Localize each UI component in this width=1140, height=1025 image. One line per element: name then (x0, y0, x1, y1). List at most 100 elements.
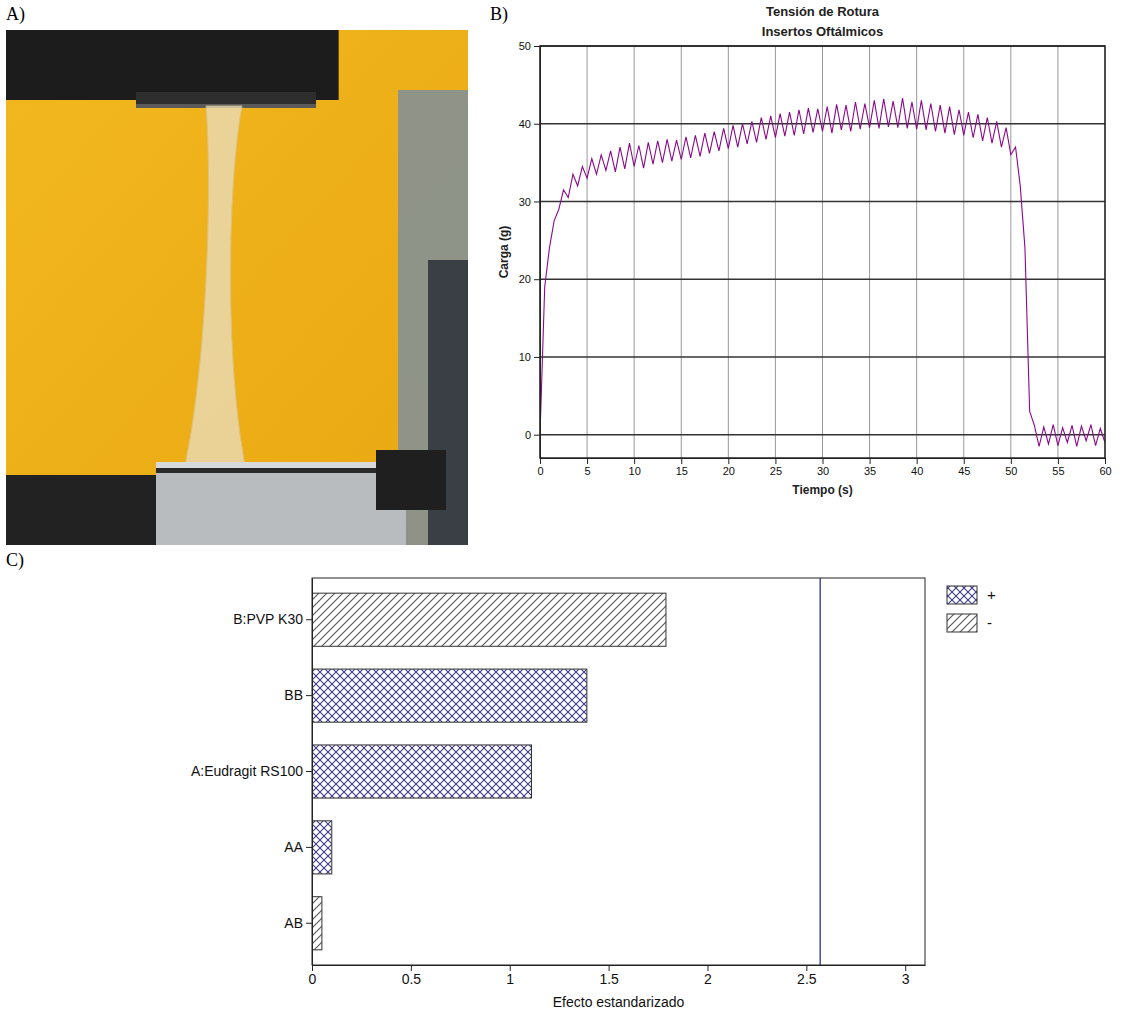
grid-line-y (540, 278, 1105, 280)
bar (312, 821, 332, 874)
tick-mark (870, 458, 871, 464)
grid-line-x (587, 46, 588, 458)
tick-label: 30 (817, 465, 829, 477)
tick: 30 (817, 458, 829, 477)
tick-label: A:Eudragit RS100 (191, 763, 303, 779)
tick-mark (540, 458, 541, 464)
tick: 25 (770, 458, 782, 477)
grid-line-x (963, 46, 964, 458)
bar (312, 593, 666, 646)
film-strip (184, 106, 246, 470)
tick-label: B:PVP K30 (233, 611, 303, 627)
tick-label: AA (284, 839, 303, 855)
grid-line-y (540, 201, 1105, 203)
grid-line-y (540, 434, 1105, 436)
tick-label: 20 (519, 273, 531, 285)
tick: 20 (519, 273, 540, 285)
tick: A:Eudragit RS100 (191, 763, 312, 779)
x-axis-title: Tiempo (s) (792, 483, 852, 497)
tick-label: 2 (704, 971, 712, 987)
legend-swatch (947, 586, 977, 604)
legend-label: - (987, 614, 992, 631)
grid-line-y (540, 123, 1105, 125)
tick: 10 (629, 458, 641, 477)
tick-mark (534, 46, 540, 47)
chart-subtitle: Insertos Oftálmicos (762, 24, 883, 39)
tick-label: 2.5 (797, 971, 817, 987)
bar (312, 669, 587, 722)
tick-mark (728, 458, 729, 464)
tick-mark (534, 124, 540, 125)
tick-label: 55 (1052, 465, 1064, 477)
tick: 0.5 (402, 965, 422, 987)
bottom-clamp-slot (156, 468, 406, 473)
grid-line-x (681, 46, 682, 458)
tick-label: 0 (525, 429, 531, 441)
top-grip-jaw (136, 92, 316, 106)
tick-label: 50 (519, 40, 531, 52)
panel-letter: C) (6, 550, 24, 571)
tick-label: 10 (519, 351, 531, 363)
tick-mark (634, 458, 635, 464)
bottom-knob-left (6, 475, 156, 545)
axis: 051015202530354045505560 (537, 458, 1111, 477)
tick-mark (917, 458, 918, 464)
tick: 15 (676, 458, 688, 477)
tick: AA (284, 839, 312, 855)
grid-line-x (1057, 46, 1058, 458)
grid-line-x (775, 46, 776, 458)
plot-frame (312, 578, 925, 965)
tick: 1 (506, 965, 514, 987)
tick-label: 35 (864, 465, 876, 477)
tick: BB (284, 687, 312, 703)
tick-label: AB (284, 915, 303, 931)
tick-mark (681, 458, 682, 464)
tick: 50 (1005, 458, 1017, 477)
tick-mark (1011, 458, 1012, 464)
tick: 2.5 (797, 965, 817, 987)
tick: 60 (1099, 458, 1111, 477)
tick-mark (1105, 458, 1106, 464)
tick: 1.5 (599, 965, 619, 987)
legend-label: + (987, 586, 996, 603)
grid-line-x (728, 46, 729, 458)
grid-line-x (1010, 46, 1011, 458)
axis: B:PVP K30 BB A:Eudragit RS100 AA AB (191, 579, 313, 966)
tick: 3 (902, 965, 910, 987)
tick-label: 50 (1005, 465, 1017, 477)
tick: AB (284, 915, 312, 931)
tick-mark (823, 458, 824, 464)
axis: 01020304050 (519, 40, 541, 458)
axis-line (312, 579, 313, 966)
tick-label: BB (284, 687, 303, 703)
tick-mark (534, 357, 540, 358)
axis-line (313, 965, 926, 966)
tick-label: 1.5 (599, 971, 619, 987)
bar (312, 897, 322, 950)
tick: 0 (525, 429, 540, 441)
panel-letter: B) (490, 4, 508, 25)
tick-mark (534, 201, 540, 202)
tick-label: 15 (676, 465, 688, 477)
tick-label: 0.5 (402, 971, 422, 987)
photo-background (6, 30, 468, 545)
tick-mark (534, 279, 540, 280)
plot-area (312, 578, 820, 965)
tick: 40 (911, 458, 923, 477)
bottom-clamp-top (156, 462, 406, 472)
plot-frame (540, 46, 1105, 458)
tick-label: 10 (629, 465, 641, 477)
tick-mark (306, 923, 312, 924)
bottom-knob-right (376, 450, 446, 510)
grid-line-x (869, 46, 870, 458)
tick-label: 1 (506, 971, 514, 987)
tick-mark (306, 619, 312, 620)
tick-label: 25 (770, 465, 782, 477)
tick-mark (306, 771, 312, 772)
critical-line (819, 578, 821, 965)
tick-mark (534, 435, 540, 436)
tick: 35 (864, 458, 876, 477)
tick-label: 3 (902, 971, 910, 987)
tick-label: 40 (519, 118, 531, 130)
axis: 00.511.522.53 (309, 965, 926, 987)
